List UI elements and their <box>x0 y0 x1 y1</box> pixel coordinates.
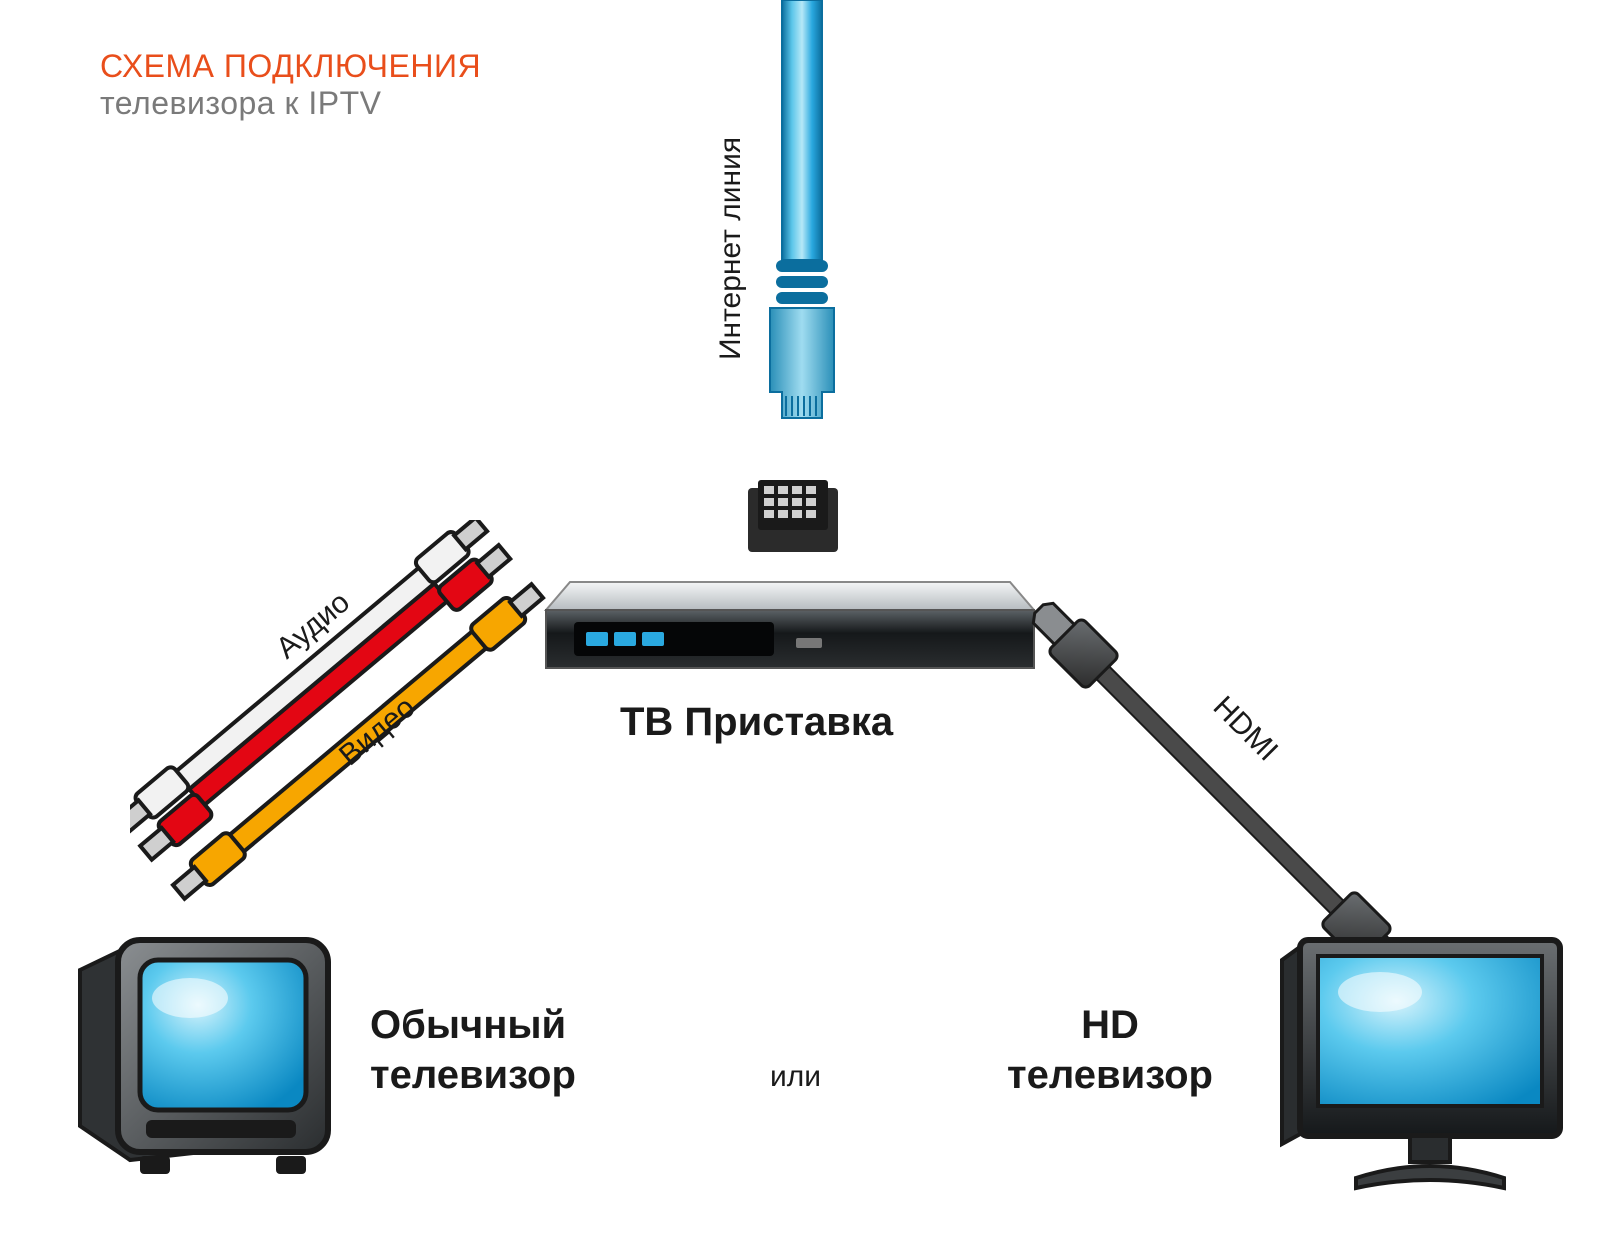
remote-control-icon <box>748 480 838 560</box>
crt-tv-label-l1: Обычный <box>370 1000 576 1050</box>
hd-tv-label-l1: HD <box>980 1000 1240 1050</box>
title-line2: телевизора к IPTV <box>100 85 481 122</box>
crt-tv-label-l2: телевизор <box>370 1050 576 1100</box>
or-label: или <box>770 1060 821 1094</box>
title-line1: СХЕМА ПОДКЛЮЧЕНИЯ <box>100 48 481 85</box>
settop-box-icon <box>540 568 1040 688</box>
rca-cables-icon <box>130 520 550 920</box>
hd-tv-label: HD телевизор <box>980 1000 1240 1100</box>
hd-tv-icon <box>1270 930 1580 1210</box>
ethernet-cable <box>742 0 862 430</box>
settop-label: ТВ Приставка <box>620 700 893 745</box>
crt-tv-label: Обычный телевизор <box>370 1000 576 1100</box>
hd-tv-label-l2: телевизор <box>980 1050 1240 1100</box>
diagram-title: СХЕМА ПОДКЛЮЧЕНИЯ телевизора к IPTV <box>100 48 481 122</box>
internet-label: Интернет линия <box>714 137 748 360</box>
crt-tv-icon <box>60 930 360 1210</box>
